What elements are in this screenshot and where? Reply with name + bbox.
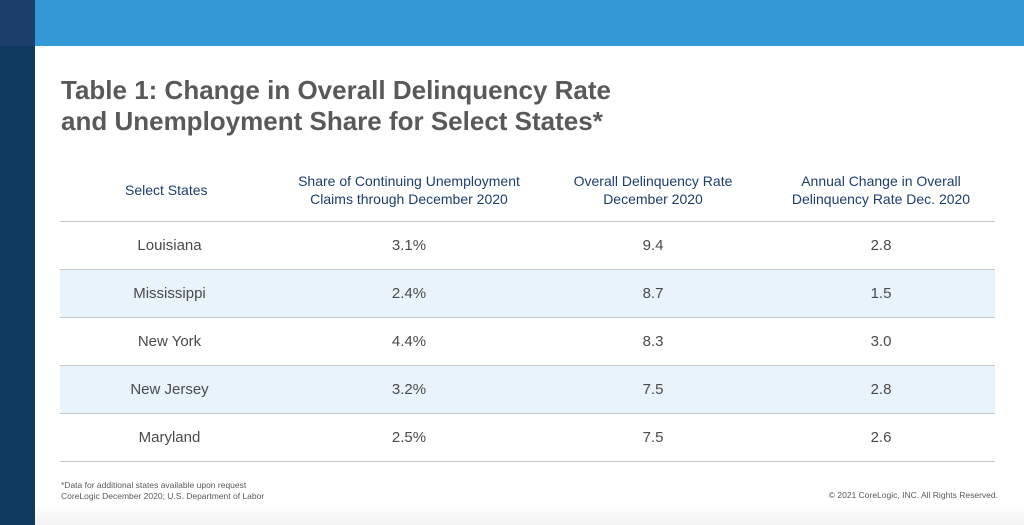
table-row: Maryland 2.5% 7.5 2.6 xyxy=(60,413,995,462)
unemployment-share-cell: 2.5% xyxy=(279,413,539,462)
top-banner xyxy=(35,0,1024,46)
state-name: Maryland xyxy=(138,428,201,446)
annual-change-cell: 2.8 xyxy=(767,221,995,270)
column-header-label: Overall Delinquency Rate xyxy=(573,173,733,190)
state-name: New York xyxy=(137,332,202,350)
footnote-source: CoreLogic December 2020; U.S. Department… xyxy=(61,491,265,501)
left-accent-bar xyxy=(0,0,35,525)
delinquency-rate-cell: 8.7 xyxy=(539,269,767,318)
bottom-fade xyxy=(35,505,1024,525)
state-cell: New Jersey xyxy=(60,365,279,414)
state-cell: New York xyxy=(60,317,279,366)
column-header-label: December 2020 xyxy=(603,191,703,208)
footnote-line-1: *Data for additional states available up… xyxy=(61,480,247,490)
column-header-annual-change: Annual Change in Overall Delinquency Rat… xyxy=(767,160,995,222)
delinquency-table: Select States Share of Continuing Unempl… xyxy=(60,160,995,462)
left-accent-bar-top xyxy=(0,0,35,46)
annual-change-cell: 1.5 xyxy=(767,269,995,318)
column-header-label: Delinquency Rate Dec. 2020 xyxy=(791,191,971,208)
annual-change-cell: 2.6 xyxy=(767,413,995,462)
table-row: Louisiana 3.1% 9.4 2.8 xyxy=(60,221,995,270)
delinquency-rate-cell: 7.5 xyxy=(539,365,767,414)
state-name: Mississippi xyxy=(133,284,206,302)
footnote: *Data for additional states available up… xyxy=(61,480,264,502)
delinquency-rate-cell: 9.4 xyxy=(539,221,767,270)
delinquency-rate-cell: 8.3 xyxy=(539,317,767,366)
page-title: Table 1: Change in Overall Delinquency R… xyxy=(61,75,681,137)
delinquency-rate-cell: 7.5 xyxy=(539,413,767,462)
unemployment-share-cell: 3.1% xyxy=(279,221,539,270)
unemployment-share-cell: 4.4% xyxy=(279,317,539,366)
state-name: Louisiana xyxy=(137,236,202,254)
title-line-2: and Unemployment Share for Select States… xyxy=(61,106,603,136)
unemployment-share-cell: 3.2% xyxy=(279,365,539,414)
table-row: New York 4.4% 8.3 3.0 xyxy=(60,317,995,366)
state-name: New Jersey xyxy=(130,380,209,398)
column-header-states: Select States xyxy=(60,160,279,222)
state-cell: Maryland xyxy=(60,413,279,462)
table-header-row: Select States Share of Continuing Unempl… xyxy=(60,160,995,222)
column-header-label: Share of Continuing Unemployment xyxy=(298,173,520,190)
unemployment-share-cell: 2.4% xyxy=(279,269,539,318)
state-cell: Mississippi xyxy=(60,269,279,318)
column-header-label: Select States xyxy=(125,182,208,199)
annual-change-cell: 2.8 xyxy=(767,365,995,414)
state-cell: Louisiana xyxy=(60,221,279,270)
column-header-label: Annual Change in Overall xyxy=(801,173,961,190)
table-row: New Jersey 3.2% 7.5 2.8 xyxy=(60,365,995,414)
copyright-notice: © 2021 CoreLogic, INC. All Rights Reserv… xyxy=(828,490,998,500)
delinquency-table-container: Select States Share of Continuing Unempl… xyxy=(60,160,995,462)
table-row: Mississippi 2.4% 8.7 1.5 xyxy=(60,269,995,318)
column-header-label: Claims through December 2020 xyxy=(310,191,508,208)
column-header-unemployment-share: Share of Continuing Unemployment Claims … xyxy=(279,160,539,222)
annual-change-cell: 3.0 xyxy=(767,317,995,366)
column-header-delinquency-rate: Overall Delinquency Rate December 2020 xyxy=(539,160,767,222)
title-line-1: Table 1: Change in Overall Delinquency R… xyxy=(61,75,611,105)
